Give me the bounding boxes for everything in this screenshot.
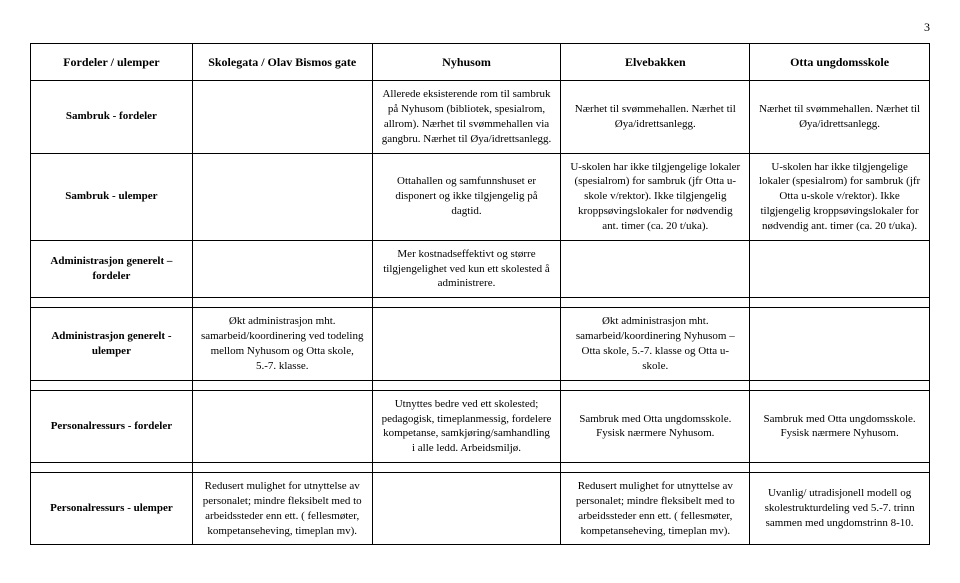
comparison-table: Fordeler / ulemper Skolegata / Olav Bism… xyxy=(30,43,930,545)
table-cell xyxy=(192,153,372,240)
table-row: Personalressurs - fordeler Utnyttes bedr… xyxy=(31,390,930,462)
table-cell: Sambruk med Otta ungdomsskole. Fysisk næ… xyxy=(750,390,930,462)
table-cell xyxy=(561,240,750,298)
row-label: Personalressurs - fordeler xyxy=(31,390,193,462)
table-row: Administrasjon generelt – fordeler Mer k… xyxy=(31,240,930,298)
table-cell: Redusert mulighet for utnyttelse av pers… xyxy=(561,473,750,545)
table-cell: Allerede eksisterende rom til sambruk på… xyxy=(372,81,561,153)
row-label: Sambruk - fordeler xyxy=(31,81,193,153)
spacer-row xyxy=(31,380,930,390)
table-row: Administrasjon generelt - ulemper Økt ad… xyxy=(31,308,930,380)
col-header: Skolegata / Olav Bismos gate xyxy=(192,44,372,81)
row-label: Administrasjon generelt - ulemper xyxy=(31,308,193,380)
table-cell: Utnyttes bedre ved ett skolested; pedago… xyxy=(372,390,561,462)
table-cell: Redusert mulighet for utnyttelse av pers… xyxy=(192,473,372,545)
table-cell xyxy=(372,473,561,545)
col-header: Fordeler / ulemper xyxy=(31,44,193,81)
table-cell: U-skolen har ikke tilgjengelige lokaler … xyxy=(561,153,750,240)
page-number: 3 xyxy=(30,20,930,35)
table-row: Sambruk - fordeler Allerede eksisterende… xyxy=(31,81,930,153)
table-cell: Sambruk med Otta ungdomsskole. Fysisk næ… xyxy=(561,390,750,462)
spacer-row xyxy=(31,463,930,473)
table-cell: Ottahallen og samfunnshuset er disponert… xyxy=(372,153,561,240)
table-cell xyxy=(750,308,930,380)
table-cell xyxy=(192,81,372,153)
col-header: Elvebakken xyxy=(561,44,750,81)
table-cell: Nærhet til svømmehallen. Nærhet til Øya/… xyxy=(750,81,930,153)
table-row: Sambruk - ulemper Ottahallen og samfunns… xyxy=(31,153,930,240)
table-row: Personalressurs - ulemper Redusert mulig… xyxy=(31,473,930,545)
table-cell xyxy=(372,308,561,380)
table-cell xyxy=(192,390,372,462)
spacer-row xyxy=(31,298,930,308)
row-label: Personalressurs - ulemper xyxy=(31,473,193,545)
table-cell xyxy=(192,240,372,298)
table-cell: Mer kostnadseffektivt og større tilgjeng… xyxy=(372,240,561,298)
table-cell: U-skolen har ikke tilgjengelige lokaler … xyxy=(750,153,930,240)
row-label: Administrasjon generelt – fordeler xyxy=(31,240,193,298)
col-header: Otta ungdomsskole xyxy=(750,44,930,81)
row-label: Sambruk - ulemper xyxy=(31,153,193,240)
table-cell: Uvanlig/ utradisjonell modell og skolest… xyxy=(750,473,930,545)
table-cell: Økt administrasjon mht. samarbeid/koordi… xyxy=(192,308,372,380)
table-cell: Nærhet til svømmehallen. Nærhet til Øya/… xyxy=(561,81,750,153)
col-header: Nyhusom xyxy=(372,44,561,81)
table-cell: Økt administrasjon mht. samarbeid/koordi… xyxy=(561,308,750,380)
table-header-row: Fordeler / ulemper Skolegata / Olav Bism… xyxy=(31,44,930,81)
table-cell xyxy=(750,240,930,298)
